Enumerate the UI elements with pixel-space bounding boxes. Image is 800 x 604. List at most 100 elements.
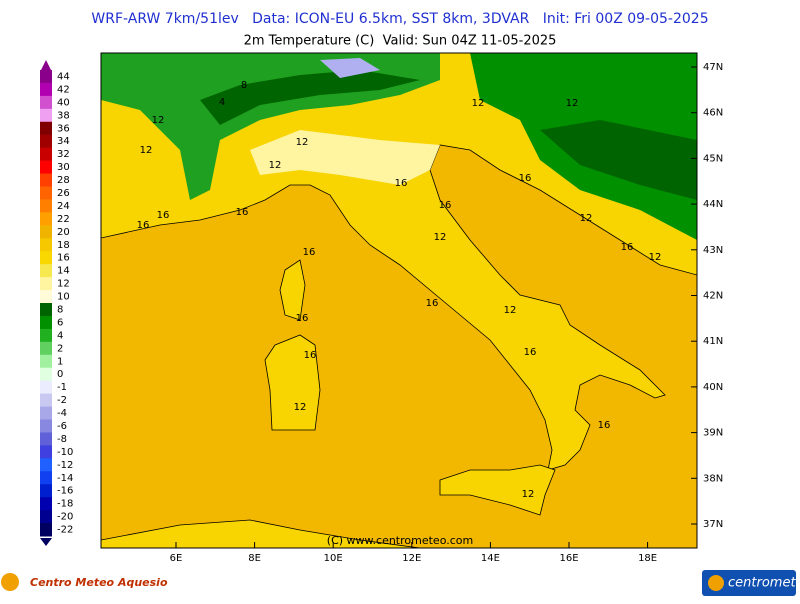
colorbar-label: 40 [57,97,70,108]
colorbar-label: 4 [57,330,63,341]
colorbar-swatch [40,303,52,317]
colorbar-swatch [40,432,52,446]
colorbar-swatch [40,484,52,498]
colorbar-swatch [40,264,52,278]
colorbar-label: -6 [57,421,67,432]
contour-label: 12 [504,305,517,316]
contour-label: 12 [140,145,153,156]
colorbar-label: -1 [57,382,67,393]
right-logo-icon [708,575,724,591]
colorbar-swatch [40,523,52,537]
colorbar-label: 32 [57,149,70,160]
colorbar-swatch [40,251,52,265]
lon-tick-label: 12E [402,553,421,564]
contour-label: 12 [296,137,309,148]
colorbar-label: 44 [57,71,70,82]
colorbar-swatch [40,95,52,110]
sardinia [264,334,321,431]
colorbar-label: 6 [57,317,63,328]
lat-tick-label: 37N [703,519,723,530]
colorbar-swatch [40,212,52,226]
colorbar-label: -14 [57,473,73,484]
colorbar-label: 18 [57,240,70,251]
contour-label: 12 [269,160,282,171]
colorbar-swatch [40,354,52,369]
colorbar-label: -16 [57,486,73,497]
contour-label: 16 [296,313,309,324]
colorbar-label: -4 [57,408,67,419]
contour-label: 16 [621,242,634,253]
contour-label: 12 [649,252,662,263]
colorbar-label: -22 [57,525,73,536]
colorbar-label: -18 [57,499,73,510]
contour-label: 16 [236,207,249,218]
corsica [279,259,306,321]
colorbar-label: -10 [57,447,73,458]
colorbar-top-arrow [40,60,52,72]
colorbar-swatch [40,419,52,433]
lat-tick-label: 42N [703,291,723,302]
lon-tick-label: 14E [481,553,500,564]
colorbar-label: 42 [57,84,70,95]
colorbar-bottom-arrow [40,538,52,546]
colorbar-label: 24 [57,201,70,212]
colorbar-swatch [40,328,52,343]
lon-tick-label: 16E [559,553,578,564]
lat-tick-label: 38N [703,473,723,484]
colorbar-label: -12 [57,460,73,471]
colorbar-swatch [40,199,52,213]
colorbar-swatch [40,82,52,97]
colorbar-label: 20 [57,227,70,238]
colorbar-label: 36 [57,123,70,134]
colorbar-label: 2 [57,343,63,354]
colorbar-swatch [40,186,52,200]
lat-tick-label: 43N [703,245,723,256]
contour-label: 8 [241,80,247,91]
colorbar-label: 34 [57,136,70,147]
lat-tick-label: 44N [703,199,723,210]
contour-label: 16 [439,200,452,211]
alps-dark [200,70,420,125]
colorbar-swatch [40,70,52,84]
colorbar-swatch [40,147,52,162]
colorbar-label: 14 [57,266,70,277]
contour-label: 16 [519,173,532,184]
copyright: (C) www.centrometeo.com [327,534,473,547]
contour-label: 16 [426,298,439,309]
colorbar-swatch [40,173,52,187]
contour-label: 12 [152,115,165,126]
lon-tick-label: 6E [170,553,183,564]
colorbar-label: -8 [57,434,67,445]
colorbar-label: 8 [57,304,63,315]
lat-tick-label: 41N [703,336,723,347]
lat-tick-label: 45N [703,153,723,164]
contour-label: 12 [566,98,579,109]
colorbar-label: 1 [57,356,63,367]
contour-label: 16 [137,220,150,231]
lon-tick-label: 8E [248,553,261,564]
contour-label: 12 [522,489,535,500]
colorbar-swatch [40,341,52,356]
lon-tick-label: 10E [324,553,343,564]
colorbar-swatch [40,238,52,252]
colorbar-label: 0 [57,369,63,380]
right-logo-box [702,570,796,596]
lat-tick-label: 47N [703,62,723,73]
colorbar-swatch [40,134,52,149]
colorbar-swatch [40,108,52,123]
lat-tick-label: 40N [703,382,723,393]
colorbar-swatch [40,510,52,524]
alps-cold [320,58,380,78]
colorbar-label: -2 [57,395,67,406]
header-line2: 2m Temperature (C) Valid: Sun 04Z 11-05-… [244,34,557,49]
sicily [439,464,556,516]
africa-coast [101,519,421,548]
colorbar-label: -20 [57,512,73,523]
colorbar-label: 38 [57,110,70,121]
colorbar-swatch [40,225,52,239]
contour-label: 16 [524,347,537,358]
contour-label: 16 [303,247,316,258]
colorbar-swatch [40,367,52,382]
colorbar-swatch [40,393,52,408]
